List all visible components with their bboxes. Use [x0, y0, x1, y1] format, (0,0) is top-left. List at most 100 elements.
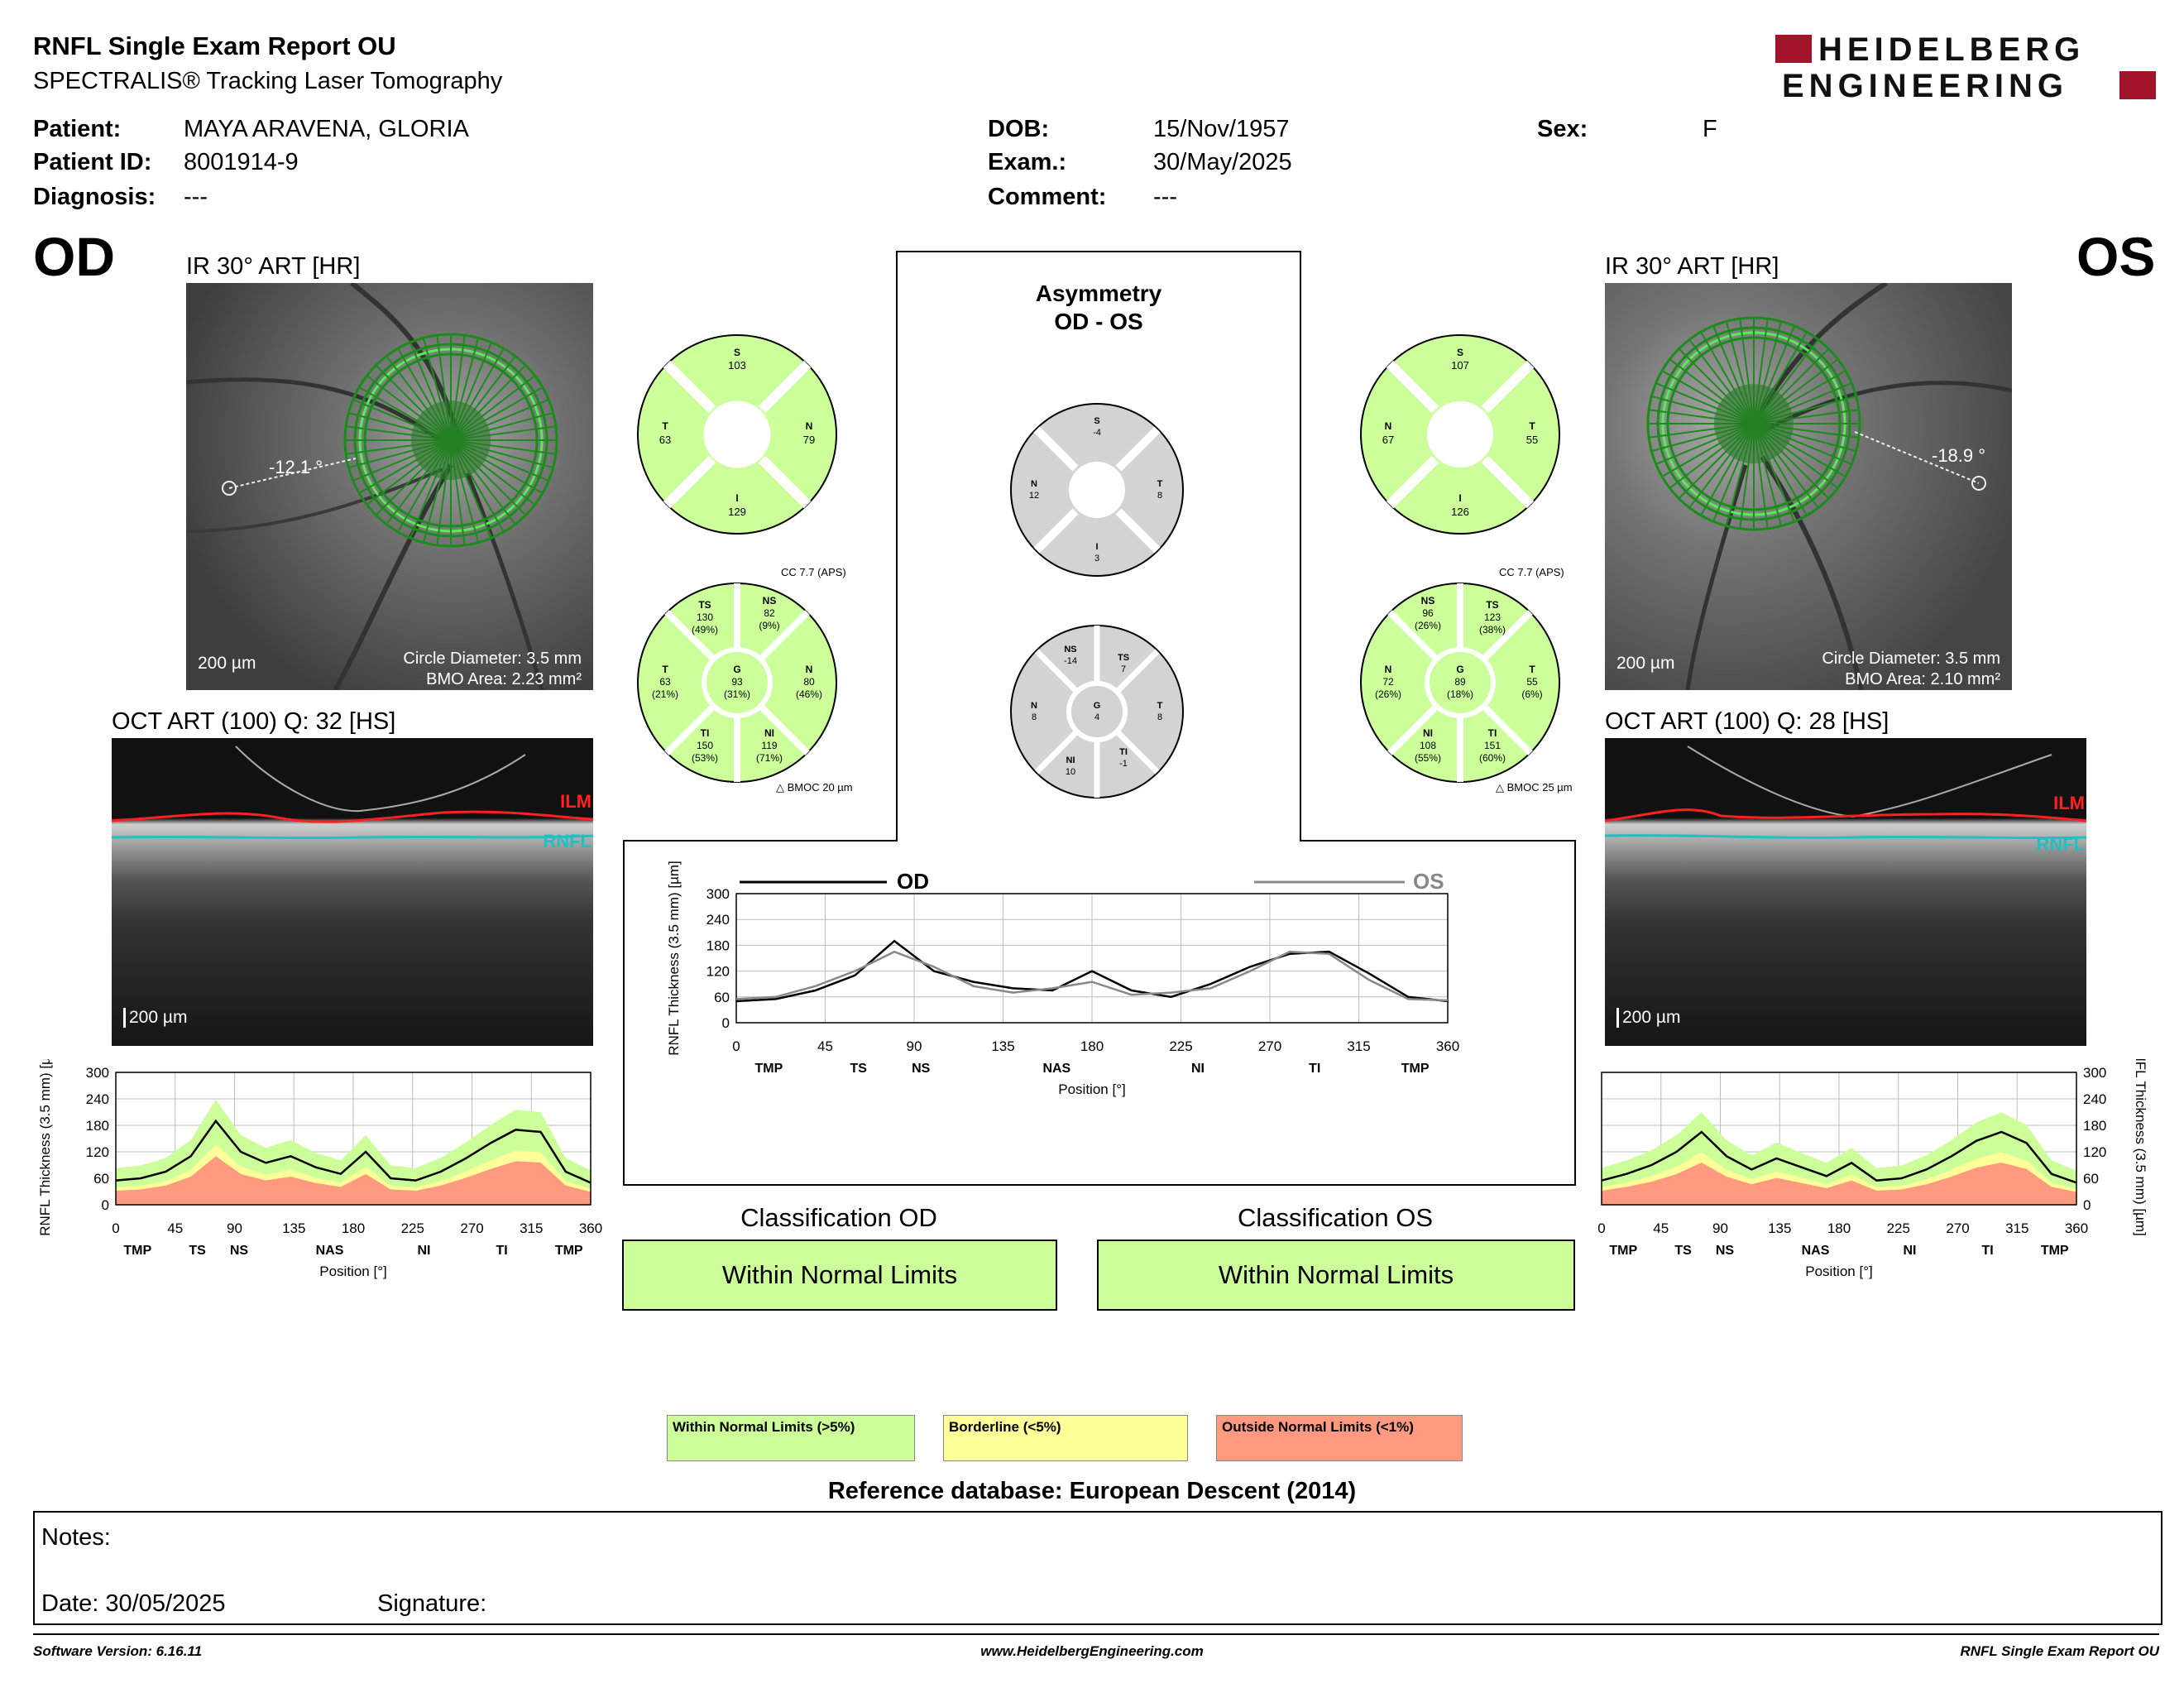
os-bmo-area: BMO Area: 2.10 mm² — [1845, 670, 2000, 688]
x-tick-label: 135 — [282, 1220, 305, 1236]
od-bmo-area: BMO Area: 2.23 mm² — [426, 670, 582, 688]
x-axis-label: Position [°] — [1058, 1081, 1125, 1097]
asym-s-ni: 10 — [1066, 767, 1075, 777]
y-tick-label: 300 — [2083, 1065, 2106, 1081]
y-tick-label: 240 — [706, 912, 730, 928]
dob-value: 15/Nov/1957 — [1153, 116, 1290, 142]
asym-s-g-label: G — [1094, 701, 1101, 711]
footer-website[interactable]: www.HeidelbergEngineering.com — [980, 1643, 1204, 1659]
x-tick-label: 225 — [1169, 1038, 1192, 1054]
sector-label: NI — [417, 1244, 430, 1258]
sector-label: NI — [1903, 1244, 1916, 1258]
x-tick-label: 225 — [1887, 1220, 1910, 1236]
sector-label: TS — [850, 1062, 867, 1076]
x-tick-label: 360 — [1436, 1038, 1459, 1054]
sector-label: NS — [912, 1062, 931, 1076]
od-sector-dial: TS 130 (49%) NS 82 (9%) T 63 (21%) G 93 … — [637, 583, 837, 783]
y-tick-label: 0 — [102, 1197, 109, 1213]
os-s-ns-label: NS — [1421, 595, 1435, 607]
od-oct-scale: 200 µm — [123, 1008, 187, 1028]
x-tick-label: 180 — [1827, 1220, 1851, 1236]
sector-label: TMP — [2041, 1244, 2069, 1258]
asym-s-t-label: T — [1157, 701, 1163, 711]
od-s-ns-p: (9%) — [759, 620, 779, 631]
y-axis-label: RNFL Thickness (3.5 mm) [µm] — [666, 861, 682, 1056]
os-s-n-v: 72 — [1382, 676, 1394, 688]
sector-label: NI — [1191, 1062, 1205, 1076]
os-s-t-p: (6%) — [1521, 688, 1542, 700]
od-q-t-label: T — [662, 420, 668, 432]
notes-signature: Signature: — [377, 1590, 487, 1617]
x-tick-label: 0 — [1597, 1220, 1605, 1236]
od-bmoc-text: BMOC 20 µm — [787, 781, 853, 794]
od-s-n-label: N — [806, 664, 813, 675]
asym-sector-dial: NS -14 TS 7 N 8 G 4 T 8 NI 10 TI -1 — [1010, 625, 1184, 798]
od-q-n-label: N — [806, 420, 813, 432]
asym-s-g: 4 — [1094, 712, 1099, 722]
os-oct-image: ILM RNFL 200 µm — [1605, 738, 2086, 1046]
report-title: RNFL Single Exam Report OU — [33, 31, 396, 60]
x-tick-label: 135 — [991, 1038, 1014, 1054]
od-profile-chart: 0 60 120 180 240 300 0 45 90 135 180 225 270 315 360 TM… — [37, 1059, 602, 1279]
od-oct-image: ILM RNFL 200 µm — [112, 738, 593, 1046]
x-tick-label: 45 — [1653, 1220, 1669, 1236]
asymmetry-title-line1: Asymmetry — [1035, 281, 1162, 306]
os-circle-diameter: Circle Diameter: 3.5 mm — [1822, 650, 2000, 668]
os-bmoc-text: BMOC 25 µm — [1506, 781, 1573, 794]
outside-band — [1602, 1162, 2076, 1205]
os-s-n-label: N — [1385, 664, 1392, 675]
os-s-g-v: 89 — [1454, 676, 1466, 688]
os-circle-info: Circle Diameter: 3.5 mm BMO Area: 2.10 m… — [1822, 649, 2000, 690]
os-fundus-image: -18.9 ° 200 µm Circle Diameter: 3.5 mm B… — [1605, 283, 2012, 690]
od-circle-info: Circle Diameter: 3.5 mm BMO Area: 2.23 m… — [403, 649, 582, 690]
od-quadrant-dial: S 103 T 63 N 79 I 129 — [637, 334, 837, 535]
od-cc: CC 7.7 (APS) — [781, 566, 846, 578]
sector-label: TS — [189, 1244, 206, 1258]
patient-id-label: Patient ID: — [33, 149, 152, 175]
y-axis-label: RNFL Thickness (3.5 mm) [µm] — [2133, 1059, 2148, 1236]
classification-od-title: Classification OD — [740, 1203, 937, 1232]
od-rnfl-label: RNFL — [543, 831, 592, 851]
sector-label: TS — [1674, 1244, 1692, 1258]
asym-s-ts-label: TS — [1118, 653, 1129, 663]
asym-s-ts: 7 — [1121, 664, 1126, 674]
x-tick-label: 0 — [732, 1038, 740, 1054]
classification-od-box: Within Normal Limits — [622, 1240, 1057, 1311]
asymmetry-panel-outline — [623, 251, 1576, 1186]
plot-frame — [1601, 1072, 2077, 1206]
diagnosis-label: Diagnosis: — [33, 184, 156, 210]
legend-os-label: OS — [1413, 869, 1444, 894]
sector-label: TMP — [1401, 1062, 1430, 1076]
y-axis-label: RNFL Thickness (3.5 mm) [µm] — [37, 1059, 53, 1236]
x-tick-label: 90 — [907, 1038, 922, 1054]
od-ilm-label: ILM — [560, 791, 592, 812]
od-q-i-value: 129 — [728, 506, 746, 518]
os-s-g-label: G — [1456, 664, 1463, 675]
os-s-ts-p: (38%) — [1479, 624, 1506, 635]
reference-database: Reference database: European Descent (20… — [827, 1478, 1357, 1504]
comparison-chart: 0 60 120 180 240 300 0 45 90 135 180 225 270 315 360 TM… — [666, 861, 1459, 1097]
sector-label: TMP — [754, 1062, 783, 1076]
od-q-i-label: I — [735, 492, 738, 504]
patient-name: MAYA ARAVENA, GLORIA — [184, 116, 469, 142]
x-tick-label: 315 — [1347, 1038, 1370, 1054]
os-s-ni-p: (55%) — [1415, 752, 1441, 764]
classification-os-box: Within Normal Limits — [1097, 1240, 1575, 1311]
y-tick-label: 0 — [722, 1015, 730, 1031]
dob-label: DOB: — [988, 116, 1050, 142]
os-s-ti-label: TI — [1488, 727, 1497, 739]
od-s-ni-v: 119 — [761, 740, 777, 751]
series-line-profile — [1601, 1130, 2077, 1184]
footer-version: Software Version: 6.16.11 — [33, 1643, 203, 1659]
od-oct-title: OCT ART (100) Q: 32 [HS] — [112, 708, 396, 735]
y-tick-label: 0 — [2083, 1197, 2091, 1213]
asym-q-n: 12 — [1029, 491, 1039, 501]
x-tick-label: 315 — [520, 1220, 543, 1236]
sex-value: F — [1703, 116, 1717, 142]
asym-q-i-label: I — [1095, 542, 1098, 552]
sector-label: TI — [1982, 1244, 1994, 1258]
sector-label: NAS — [1802, 1244, 1830, 1258]
exam-value: 30/May/2025 — [1153, 149, 1292, 175]
asym-q-i: 3 — [1094, 554, 1099, 563]
os-s-ni-label: NI — [1423, 727, 1433, 739]
